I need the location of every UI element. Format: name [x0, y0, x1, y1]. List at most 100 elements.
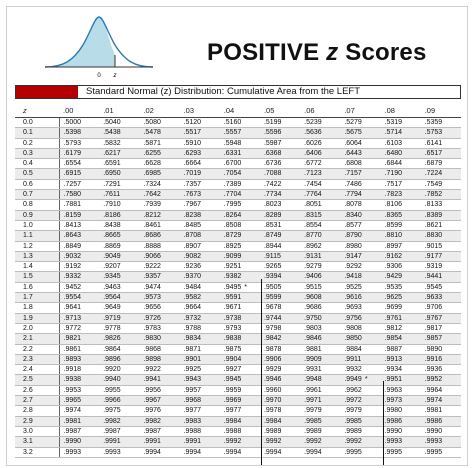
curve-line — [44, 16, 154, 68]
table-cell: .9941 — [139, 374, 180, 386]
table-cell: .5279 — [340, 117, 381, 129]
table-cell: .9732 — [179, 313, 220, 324]
table-cell: .9970 — [259, 395, 301, 407]
table-cell: .9991 — [139, 436, 180, 448]
table-cell: .9484 — [179, 282, 220, 294]
table-cell: .9049 — [99, 251, 140, 263]
table-cell: .9756 — [340, 313, 381, 324]
table-cell: .6736 — [259, 158, 301, 170]
table-cell: .9995 — [380, 447, 421, 458]
table-cell: .9664 — [179, 302, 220, 314]
table-row: 2.0.9772.9778.9783.9788.9793.9798.9803.9… — [15, 323, 461, 335]
table-cell: .5040 — [99, 117, 140, 129]
table-cell: .7881 — [59, 199, 100, 211]
table-cell: .9981 — [59, 416, 100, 427]
table-cell: .8023 — [259, 199, 301, 211]
table-cell: .9591 — [219, 292, 260, 304]
table-cell: .9830 — [139, 333, 180, 345]
table-cell: .8554 — [300, 220, 341, 232]
table-cell: .9988 — [219, 426, 260, 438]
table-cell: .9686 — [300, 302, 341, 314]
table-cell: .9265 — [259, 261, 301, 273]
row-z-value: 2.9 — [15, 416, 60, 427]
table-cell: .9788 — [179, 323, 220, 335]
table-cell: .5199 — [259, 117, 301, 129]
table-cell: .8133 — [420, 199, 461, 211]
table-cell: .7257 — [59, 179, 100, 191]
table-cell: .5793 — [59, 138, 100, 149]
table-cell: .9279 — [300, 261, 341, 273]
table-cell: .5987 — [259, 138, 301, 149]
row-z-value: 2.1 — [15, 333, 60, 345]
row-z-value: 1.5 — [15, 271, 60, 283]
table-cell: .9987 — [99, 426, 140, 438]
table-cell: .7291 — [99, 179, 140, 191]
table-row: 1.2.8849.8869.8888.8907.8925.8944.8962.8… — [15, 241, 461, 252]
table-cell: .6554 — [59, 158, 100, 170]
table-row: 1.6.9452.9463.9474.9484.9495 * .9505.9515.… — [15, 282, 461, 294]
table-cell: .9641 — [59, 302, 100, 314]
table-cell: .9975 — [99, 405, 140, 417]
table-cell: .9846 — [300, 333, 341, 345]
table-cell: .8770 — [300, 230, 341, 242]
table-cell: .9963 — [380, 385, 421, 397]
table-cell: .9974 — [420, 395, 461, 407]
table-cell: .9913 — [380, 354, 421, 366]
table-cell: .9938 — [59, 374, 100, 386]
special-mark: * — [244, 283, 248, 291]
table-cell: .9429 — [380, 271, 421, 283]
table-cell: .8907 — [179, 241, 220, 252]
column-header: .08 — [380, 103, 421, 118]
table-row: 3.1.9990.9991.9991.9991.9992.9992.9992.9… — [15, 436, 461, 448]
title-main: POSITIVE — [207, 39, 327, 66]
table-cell: .9977 — [219, 405, 260, 417]
table-cell: .9744 — [259, 313, 301, 324]
table-cell: .9964 — [420, 385, 461, 397]
table-row: 1.3.9032.9049.9066.9082.9099.9115.9131.9… — [15, 251, 461, 263]
table-cell: .5359 — [420, 117, 461, 129]
special-mark: * — [364, 376, 368, 384]
table-cell: .9803 — [300, 323, 341, 335]
z-table: z .00.01.02.03.04.05.06.07.08.09 0.0.5000… — [15, 103, 461, 458]
table-cell: .9931 — [300, 364, 341, 376]
table-cell: .9987 — [59, 426, 100, 438]
table-cell: .8665 — [99, 230, 140, 242]
table-cell: .5557 — [219, 127, 260, 139]
column-header: .05 — [259, 103, 301, 118]
column-header: .00 — [59, 103, 100, 118]
table-cell: .9778 — [99, 323, 140, 335]
table-cell: .8749 — [259, 230, 301, 242]
table-cell: .9693 — [340, 302, 381, 314]
table-cell: .9995 — [420, 447, 461, 458]
table-cell: .8289 — [259, 210, 301, 221]
table-row: 1.0.8413.8438.8461.8485.8508.8531.8554.8… — [15, 220, 461, 232]
table-cell: .9671 — [219, 302, 260, 314]
table-cell: .9115 — [259, 251, 301, 263]
table-cell: .9994 — [300, 447, 341, 458]
row-z-value: 0.6 — [15, 179, 60, 191]
table-cell: .9991 — [99, 436, 140, 448]
table-cell: .9616 — [340, 292, 381, 304]
table-cell: .9979 — [300, 405, 341, 417]
table-cell: .9986 — [380, 416, 421, 427]
table-row: 0.1.5398.5438.5478.5517.5557.5596.5636.5… — [15, 127, 461, 139]
table-cell: .9986 — [420, 416, 461, 427]
table-cell: .7123 — [300, 168, 341, 180]
table-cell: .9966 — [99, 395, 140, 407]
table-cell: .5753 — [420, 127, 461, 139]
table-cell: .7549 — [420, 179, 461, 191]
table-cell: .9767 — [420, 313, 461, 324]
table-cell: .9920 — [99, 364, 140, 376]
table-cell: .9783 — [139, 323, 180, 335]
table-cell: .7422 — [259, 179, 301, 191]
table-row: 0.9.8159.8186.8212.8238.8264.8289.8315.8… — [15, 210, 461, 221]
table-cell: .5596 — [259, 127, 301, 139]
table-cell: .9147 — [340, 251, 381, 263]
table-cell: .9949 * — [340, 374, 381, 386]
table-cell: .9406 — [300, 271, 341, 283]
table-cell: .9357 — [139, 271, 180, 283]
table-cell: .8438 — [99, 220, 140, 232]
table-cell: .9798 — [259, 323, 301, 335]
row-z-value: 3.0 — [15, 426, 60, 438]
table-row: 2.2.9861.9864.9868.9871.9875.9878.9881.9… — [15, 344, 461, 355]
